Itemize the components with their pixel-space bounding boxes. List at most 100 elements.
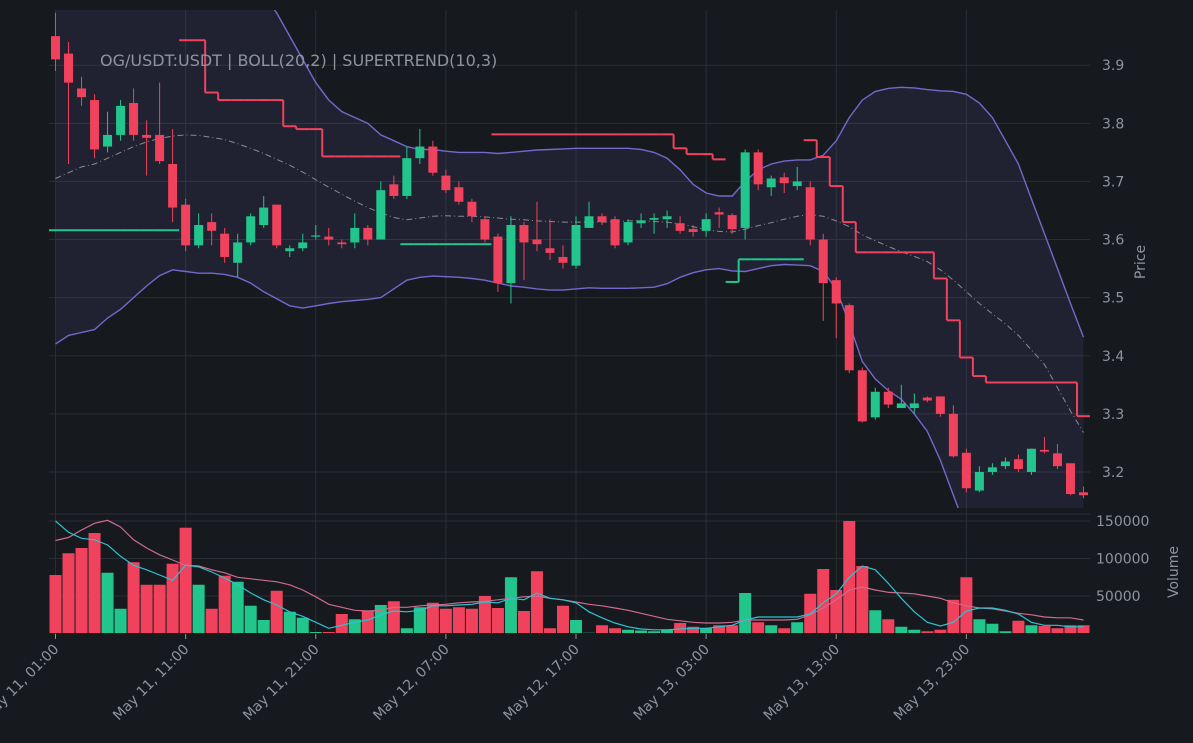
candle-body [428,146,438,173]
candle-body [155,134,165,162]
x-tick-label: May 12, 07:00 [370,642,452,724]
volume-bar [1038,626,1051,633]
candle-body [64,53,74,83]
volume-bar [596,625,609,633]
candle-body [753,152,763,185]
volume-bar [413,607,426,633]
candle-body [168,163,178,208]
candle-body [558,256,568,263]
candle-body [909,403,919,409]
candle-body [870,391,880,418]
y-tick-label: 100000 [1096,552,1149,568]
volume-bar [973,619,986,633]
volume-bar [817,569,830,633]
candle-body [454,187,464,202]
candle-body [571,225,581,266]
candle-body [402,158,412,196]
bollinger-band [55,10,1084,508]
volume-bar [62,553,75,633]
candle-body [246,216,256,243]
candle-body [324,236,334,240]
volume-bar [713,625,726,633]
candle-body [129,102,139,135]
candle-body [181,204,191,246]
volume-bar [257,620,270,633]
candle-body [389,184,399,196]
candle-body [103,134,113,147]
candle-body [207,222,217,231]
candle-body [441,175,451,191]
volume-bar [1025,625,1038,633]
volume-bar [361,611,374,633]
candle-body [77,88,87,98]
candle-body [961,452,971,489]
volume-bar [856,566,869,633]
volume-bar [491,608,504,633]
candle-body [1000,461,1010,467]
volume-bar [908,629,921,633]
volume-bar [335,614,348,633]
volume-bar [609,628,622,633]
bollinger-upper [273,10,1085,338]
candle-body [1039,449,1049,452]
candle-body [298,242,308,249]
volume-bar [439,608,452,633]
volume-bar [895,626,908,633]
candle-body [974,471,984,491]
candle-body [610,219,620,246]
candle-body [584,216,594,228]
volume-bar [635,630,648,633]
volume-bar [517,611,530,633]
volume-bar [75,548,88,633]
volume-bar [934,629,947,633]
candle-body [662,216,672,220]
candle-body [740,152,750,228]
candle-body [636,220,646,224]
volume-bar [426,602,439,633]
candle-body [766,178,776,188]
volume-bar [778,628,791,633]
volume-bar [791,622,804,633]
candle-body [649,218,659,220]
volume-bar [309,632,322,633]
candle-body [142,134,152,138]
volume-bar [374,605,387,633]
volume-bar [726,625,739,633]
volume-bar [452,607,465,633]
candle-body [935,396,945,414]
x-tick-label: May 11, 01:00 [0,642,62,724]
candle-body [519,225,529,243]
candle-body [480,219,490,240]
candle-body [415,146,425,159]
volume-bar [556,605,569,633]
volume-bar [140,584,153,633]
y-tick-label: 3.4 [1102,349,1124,365]
volume-bar [114,608,127,633]
y-tick-label: 3.8 [1102,116,1124,132]
candle-body [987,467,997,472]
volume-bar [166,563,179,633]
candle-body [792,181,802,187]
volume-bar [1012,620,1025,633]
volume-bar [270,590,283,633]
candle-body [727,215,737,230]
volume-bar [322,632,335,633]
volume-bar [921,631,934,633]
volume-bar [192,584,205,633]
candle-body [857,370,867,422]
candle-body [506,225,516,284]
bollinger-lower [55,263,959,508]
volume-bar [218,575,231,633]
volume-bar [49,575,62,633]
volume-bar [687,626,700,633]
candle-body [337,242,347,245]
x-tick-label: May 12, 17:00 [500,642,582,724]
volume-bar [231,581,244,633]
volume-bar [752,622,765,633]
candle-body [1026,448,1036,472]
x-tick-label: May 13, 13:00 [761,642,843,724]
candle-body [714,212,724,215]
y-tick-label: 3.5 [1102,291,1124,307]
